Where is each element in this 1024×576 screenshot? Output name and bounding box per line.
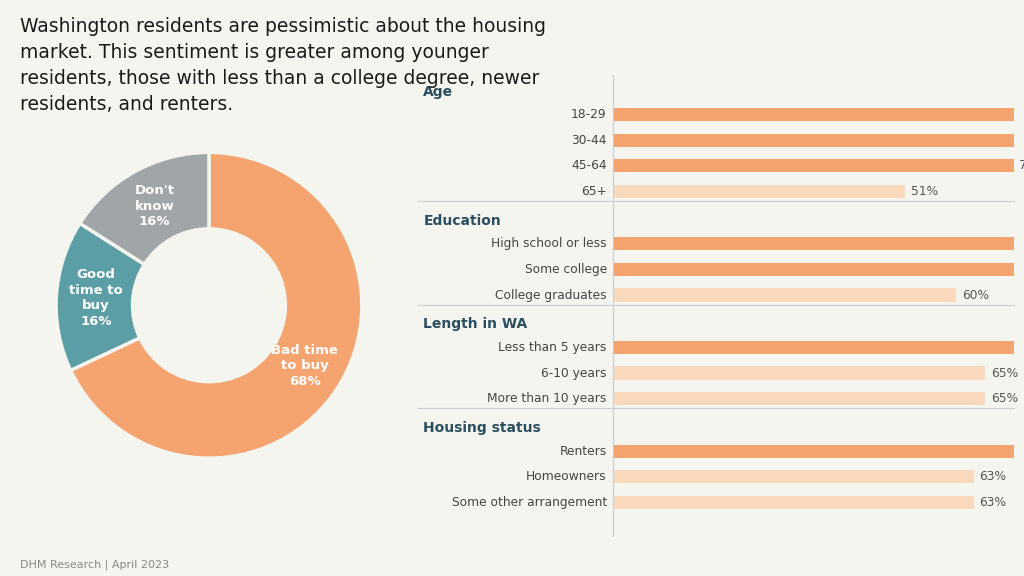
Text: 65%: 65% (991, 366, 1018, 380)
Text: Homeowners: Homeowners (526, 470, 607, 483)
Bar (612, 366, 985, 380)
Bar (612, 159, 1014, 172)
Text: DHM Research | April 2023: DHM Research | April 2023 (20, 560, 170, 570)
Text: 51%: 51% (910, 185, 938, 198)
Text: 18-29: 18-29 (571, 108, 607, 121)
Text: Length in WA: Length in WA (423, 317, 527, 331)
Bar (612, 470, 974, 483)
Text: More than 10 years: More than 10 years (487, 392, 607, 406)
Text: 6-10 years: 6-10 years (542, 366, 607, 380)
Text: Age: Age (423, 85, 454, 98)
Text: High school or less: High school or less (492, 237, 607, 251)
Text: Good
time to
buy
16%: Good time to buy 16% (70, 268, 123, 328)
Bar (612, 392, 985, 406)
Bar (612, 263, 1020, 276)
Text: Renters: Renters (559, 445, 607, 458)
Text: Some college: Some college (524, 263, 607, 276)
Wedge shape (56, 223, 144, 370)
Bar (612, 496, 974, 509)
Text: Don't
know
16%: Don't know 16% (134, 184, 174, 228)
Text: 65%: 65% (991, 392, 1018, 406)
Text: 30-44: 30-44 (571, 134, 607, 147)
Text: Housing status: Housing status (423, 421, 541, 435)
Text: 45-64: 45-64 (571, 159, 607, 172)
Bar (612, 445, 1024, 458)
Bar (612, 134, 1024, 147)
Text: Washington residents are pessimistic about the housing
market. This sentiment is: Washington residents are pessimistic abo… (20, 17, 547, 113)
Text: Bad time
to buy
68%: Bad time to buy 68% (271, 344, 338, 388)
Bar (612, 289, 956, 302)
Text: 70%: 70% (1020, 159, 1024, 172)
Wedge shape (80, 153, 209, 264)
Bar (612, 237, 1024, 251)
Bar (612, 185, 905, 198)
Bar (612, 108, 1024, 121)
Text: 63%: 63% (979, 496, 1007, 509)
Text: 63%: 63% (979, 470, 1007, 483)
Text: 60%: 60% (963, 289, 989, 302)
Text: Less than 5 years: Less than 5 years (499, 341, 607, 354)
Text: College graduates: College graduates (496, 289, 607, 302)
Text: 65+: 65+ (581, 185, 607, 198)
Bar (612, 341, 1024, 354)
Wedge shape (71, 153, 361, 458)
Text: Education: Education (423, 214, 501, 228)
Text: Some other arrangement: Some other arrangement (452, 496, 607, 509)
